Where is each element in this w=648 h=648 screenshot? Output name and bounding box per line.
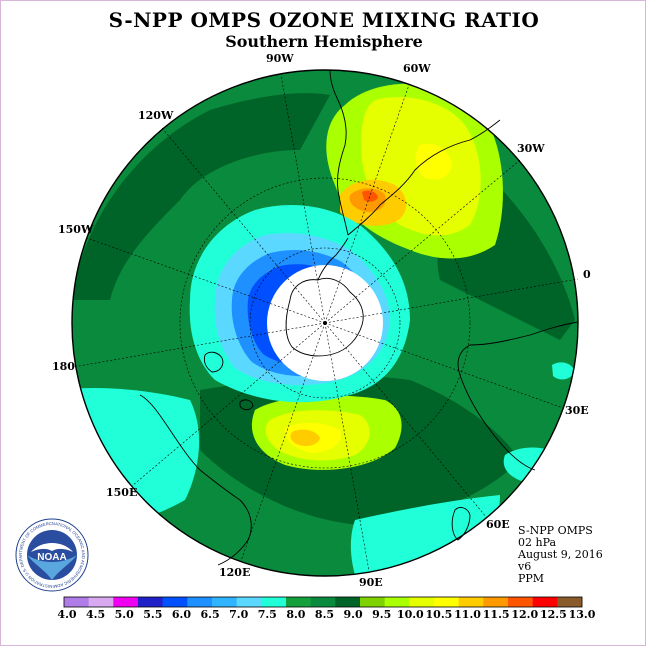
colorbar-swatch — [286, 597, 311, 607]
colorbar-labels: 4.0 4.5 5.0 5.5 6.0 6.5 7.0 7.5 8.0 8.5 9.0 9.5 10.0… — [57, 608, 595, 621]
noaa-logo-wave — [27, 555, 77, 580]
africa-coastline — [457, 321, 579, 471]
colorbar-swatch — [138, 597, 163, 607]
colorbar-tick-label: 7.0 — [229, 608, 248, 621]
colorbar-swatch — [434, 597, 459, 607]
latitude-circle-30s — [179, 177, 471, 469]
colorbar-tick-label: 9.5 — [372, 608, 391, 621]
colorbar-tick-label: 13.0 — [569, 608, 596, 621]
colorbar-swatch — [557, 597, 583, 607]
figure-subtitle: Southern Hemisphere — [225, 32, 423, 51]
colorbar-tick-label: 8.0 — [286, 608, 305, 621]
colorbar-swatch — [335, 597, 361, 607]
colorbar-swatch — [236, 597, 262, 607]
colorbar-tick-label: 12.0 — [511, 608, 538, 621]
colorbar-tick-label: 4.0 — [57, 608, 76, 621]
longitude-labels: 90W 60W 30W 0 30E 60E 90E 120E 150E 180 … — [52, 52, 591, 589]
longitude-label-120w: 120W — [138, 109, 174, 122]
noaa-logo: NOAA NATIONAL OCEANIC AND ATMOSPHERIC AD… — [15, 518, 89, 592]
colorbar-tick-label: 10.0 — [397, 608, 424, 621]
noaa-logo-bird — [31, 543, 73, 552]
ozone-region-yellow-atlantic — [415, 143, 452, 180]
meridian-90e — [324, 322, 370, 572]
meridian-180 — [72, 322, 326, 368]
madagascar-coastline — [451, 507, 471, 541]
colorbar-swatch — [310, 597, 336, 607]
coastlines — [139, 69, 579, 566]
date-text: August 9, 2016 — [518, 548, 603, 561]
longitude-label-90w: 90W — [266, 52, 294, 65]
colorbar-swatch — [212, 597, 237, 607]
ozone-region-orange-indian — [290, 429, 320, 446]
longitude-label-60e: 60E — [486, 518, 510, 531]
longitude-label-180: 180 — [52, 360, 75, 373]
colorbar-swatch — [261, 597, 287, 607]
colorbar-swatch — [88, 597, 114, 607]
version-text: v6 — [518, 560, 532, 573]
colorbar-tick-label: 5.5 — [143, 608, 162, 621]
colorbar-tick-label: 6.5 — [200, 608, 219, 621]
colorbar-tick-label: 11.5 — [483, 608, 510, 621]
colorbar-tick-label: 5.0 — [115, 608, 134, 621]
colorbar-tick-label: 10.5 — [426, 608, 453, 621]
colorbar-swatch — [162, 597, 188, 607]
instrument-text: S-NPP OMPS — [518, 524, 593, 537]
colorbar-tick-label: 12.5 — [540, 608, 567, 621]
colorbar-swatch — [187, 597, 213, 607]
units-text: PPM — [518, 572, 545, 585]
south-america-coastline — [329, 69, 501, 236]
longitude-label-150w: 150W — [58, 223, 94, 236]
graticule — [72, 74, 579, 572]
globe-outline — [71, 69, 579, 577]
product-info: S-NPP OMPS 02 hPa August 9, 2016 v6 PPM — [518, 525, 603, 585]
longitude-label-120e: 120E — [219, 566, 250, 579]
colorbar-tick-label: 8.5 — [315, 608, 334, 621]
colorbar-swatch — [532, 597, 558, 607]
meridian-90w — [280, 74, 326, 324]
longitude-label-150e: 150E — [106, 486, 137, 499]
colorbar-tick-label: 11.0 — [454, 608, 481, 621]
ozone-region-dark-left — [72, 93, 330, 300]
figure-title: S-NPP OMPS OZONE MIXING RATIO — [108, 8, 540, 32]
noaa-logo-text: NOAA — [37, 552, 66, 563]
colorbar-tick-label: 9.0 — [344, 608, 363, 621]
colorbar-swatch — [483, 597, 509, 607]
colorbar-tick-label: 6.0 — [172, 608, 191, 621]
colorbar-swatch — [508, 597, 533, 607]
longitude-label-60w: 60W — [403, 62, 431, 75]
ozone-region-red-patagonia — [362, 190, 378, 202]
colorbar-swatch — [64, 597, 89, 607]
new-zealand-coastline — [203, 351, 224, 373]
colorbar-swatch — [384, 597, 410, 607]
latitude-circle-60s — [249, 247, 401, 399]
tasmania-coastline — [239, 399, 254, 411]
colorbar-swatches — [63, 596, 583, 608]
colorbar-swatch — [360, 597, 385, 607]
australia-coastline — [139, 394, 252, 566]
antarctic-peninsula-coastline — [317, 237, 349, 281]
colorbar-frame — [63, 596, 583, 608]
colorbar-tick-label: 4.5 — [86, 608, 105, 621]
south-pole-marker — [323, 321, 327, 325]
longitude-label-0: 0 — [583, 268, 591, 281]
colorbar-swatch — [113, 597, 139, 607]
colorbar-swatch — [409, 597, 435, 607]
noaa-logo-inner-disc — [27, 530, 77, 580]
meridian-0 — [324, 278, 579, 324]
longitude-label-30w: 30W — [517, 142, 545, 155]
longitude-label-30e: 30E — [565, 404, 589, 417]
colorbar-tick-label: 7.5 — [258, 608, 277, 621]
ozone-region-cyan-right-tiny — [552, 362, 575, 380]
colorbar-swatch — [458, 597, 484, 607]
pressure-level-text: 02 hPa — [518, 536, 557, 549]
longitude-label-90e: 90E — [359, 576, 383, 589]
